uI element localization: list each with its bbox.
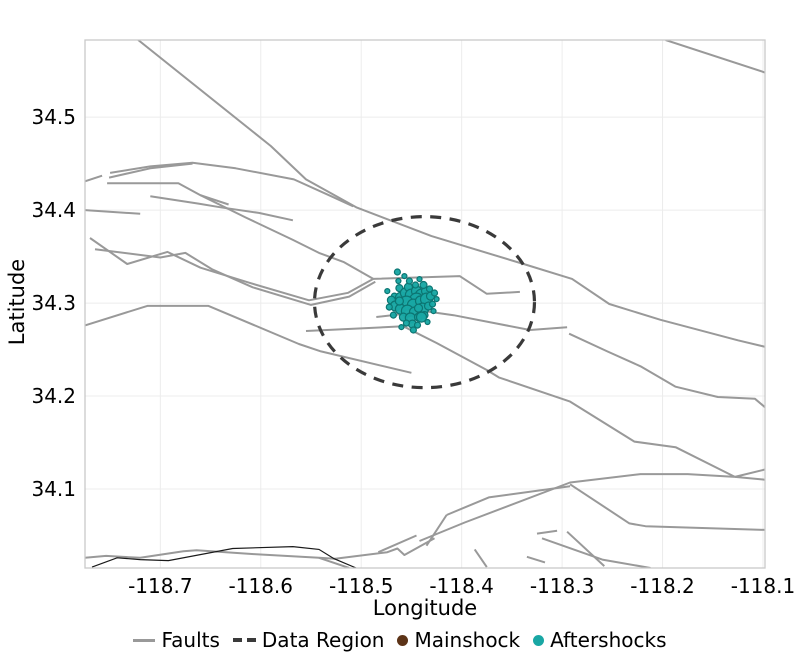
y-axis-title: Latitude <box>5 258 29 346</box>
aftershock-point <box>393 268 401 276</box>
fault-line <box>419 473 735 542</box>
aftershock-point <box>409 326 417 334</box>
x-tick-label: -118.3 <box>530 574 594 598</box>
aftershock-point <box>384 288 391 295</box>
boundary-layer <box>91 545 357 568</box>
aftershock-point <box>433 296 440 303</box>
fault-line <box>318 556 350 568</box>
aftershock-point <box>413 321 422 329</box>
x-tick-label: -118.5 <box>329 574 393 598</box>
legend-item-aftershocks: Aftershocks <box>533 628 667 652</box>
fault-line <box>734 475 765 481</box>
legend-label-aftershocks: Aftershocks <box>550 628 667 652</box>
legend-label-mainshock: Mainshock <box>414 628 521 652</box>
grid-layer <box>85 40 765 568</box>
fault-line <box>665 40 765 74</box>
aftershock-point <box>395 277 402 285</box>
fault-line <box>109 161 354 208</box>
fault-line <box>94 248 376 306</box>
fault-line <box>305 325 736 478</box>
aftershocks-layer <box>384 268 440 334</box>
fault-line <box>137 40 765 348</box>
aftershock-point <box>398 324 405 331</box>
faults-line-swatch-icon <box>133 638 156 642</box>
aftershock-point <box>394 296 404 306</box>
legend: Faults Data Region Mainshock Aftershocks <box>0 628 800 652</box>
x-tick-label: -118.4 <box>429 574 493 598</box>
plot-border <box>84 39 766 569</box>
fault-line <box>107 182 229 206</box>
legend-item-mainshock: Mainshock <box>397 628 520 652</box>
aftershock-point <box>419 280 428 290</box>
faults-layer <box>85 40 765 568</box>
aftershock-point <box>428 300 437 308</box>
fault-line <box>446 485 571 516</box>
fault-line <box>85 304 412 374</box>
fault-line <box>734 468 765 478</box>
x-tick-label: -118.7 <box>128 574 192 598</box>
fault-line <box>526 555 546 564</box>
fault-line <box>150 195 294 222</box>
aftershock-point <box>430 308 437 315</box>
x-tick-label: -118.2 <box>630 574 694 598</box>
fault-line <box>536 529 558 535</box>
aftershock-point <box>424 318 431 326</box>
fault-line <box>108 162 193 179</box>
fault-line <box>568 332 765 408</box>
aftershock-point <box>411 281 420 289</box>
boundary-line <box>91 545 357 568</box>
aftershock-point <box>413 303 424 313</box>
aftershocks-dot-swatch-icon <box>533 634 545 646</box>
aftershock-point <box>401 273 408 280</box>
legend-item-faults: Faults <box>133 628 220 652</box>
aftershock-point <box>425 285 434 293</box>
fault-line <box>373 275 520 295</box>
y-tick-label: 34.3 <box>31 291 76 315</box>
fault-line <box>541 537 651 568</box>
y-tick-label: 34.1 <box>31 477 76 501</box>
data-region-dash-swatch-icon <box>232 638 256 642</box>
fault-line <box>85 209 141 215</box>
aftershock-point <box>405 277 413 285</box>
fault-line <box>473 548 488 568</box>
legend-item-data-region: Data Region <box>232 628 385 652</box>
legend-label-faults: Faults <box>161 628 220 652</box>
y-tick-label: 34.5 <box>31 105 76 129</box>
fault-line <box>85 174 103 183</box>
fault-line <box>377 534 417 554</box>
aftershock-point <box>402 319 410 327</box>
tick-labels: -118.7 -118.6 -118.5 -118.4 -118.3 -118.2 -118… <box>31 105 795 598</box>
x-tick-label: -118.6 <box>229 574 293 598</box>
aftershock-point <box>389 311 397 319</box>
legend-label-data-region: Data Region <box>261 628 385 652</box>
y-tick-label: 34.2 <box>31 384 76 408</box>
fault-line <box>89 237 374 302</box>
fault-line <box>85 537 435 560</box>
y-tick-label: 34.4 <box>31 198 76 222</box>
fault-line <box>569 483 765 531</box>
fault-line <box>200 194 374 280</box>
mainshock-dot-swatch-icon <box>397 634 409 646</box>
aftershock-point <box>415 311 428 323</box>
aftershock-point <box>416 276 423 283</box>
x-axis-title: Longitude <box>372 596 478 620</box>
aftershock-point <box>430 289 439 297</box>
x-tick-label: -118.1 <box>731 574 795 598</box>
fault-line <box>566 530 605 567</box>
data-region-circle <box>312 215 537 390</box>
aftershock-point <box>385 303 393 311</box>
